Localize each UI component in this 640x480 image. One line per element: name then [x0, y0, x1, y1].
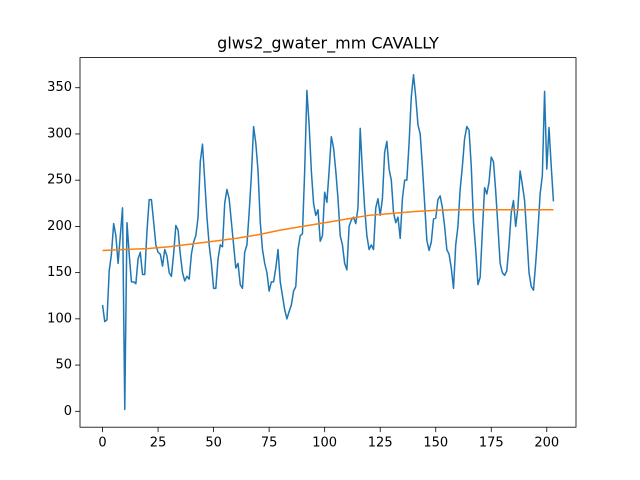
x-tick-label: 0 [98, 436, 106, 451]
x-tick-label: 100 [312, 436, 337, 451]
y-tick-label: 0 [64, 404, 72, 419]
line-series [101, 74, 555, 411]
x-tick-label: 75 [261, 436, 278, 451]
y-tick-label: 50 [55, 358, 72, 373]
x-tick-label: 50 [205, 436, 222, 451]
y-tick-label: 350 [47, 80, 72, 95]
x-tick-label: 150 [423, 436, 448, 451]
x-tick-label: 200 [534, 436, 559, 451]
y-tick-label: 100 [47, 311, 72, 326]
x-tick-label: 125 [368, 436, 393, 451]
y-tick-label: 300 [47, 126, 72, 141]
y-tick-label: 150 [47, 265, 72, 280]
x-tick-label: 25 [150, 436, 167, 451]
y-tick-label: 250 [47, 173, 72, 188]
line-series [102, 209, 554, 252]
chart-title: glws2_gwater_mm CAVALLY [217, 34, 439, 54]
x-tick-label: 175 [479, 436, 504, 451]
plot-frame [79, 57, 577, 428]
y-tick-label: 200 [47, 219, 72, 234]
